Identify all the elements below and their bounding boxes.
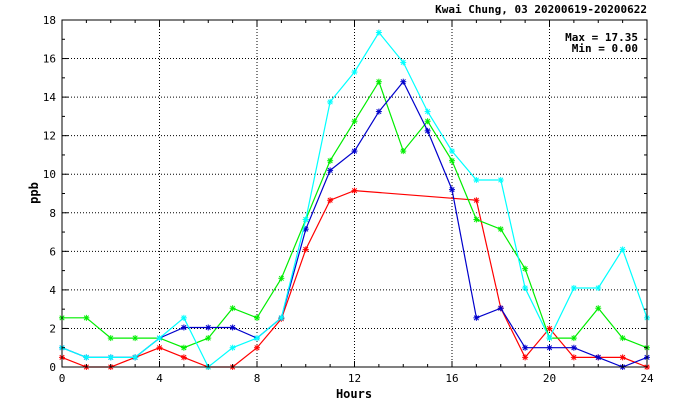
y-tick-label: 2 bbox=[49, 322, 56, 335]
data-point bbox=[83, 314, 90, 321]
data-point bbox=[570, 344, 577, 351]
series-3 bbox=[59, 29, 650, 370]
y-tick-label: 4 bbox=[49, 284, 56, 297]
series-1 bbox=[59, 78, 650, 351]
data-point bbox=[327, 197, 334, 204]
data-point bbox=[449, 148, 455, 155]
data-point bbox=[375, 78, 382, 85]
chart-title: Kwai Chung, 03 20200619-20200622 bbox=[435, 3, 647, 16]
data-point bbox=[254, 335, 260, 342]
data-point bbox=[254, 344, 260, 351]
x-axis-title: Hours bbox=[336, 387, 372, 401]
data-point bbox=[156, 344, 163, 351]
data-point bbox=[497, 177, 504, 184]
data-point bbox=[254, 314, 260, 321]
data-point bbox=[351, 148, 358, 155]
data-point bbox=[473, 177, 480, 184]
data-point bbox=[497, 226, 504, 233]
data-point bbox=[522, 354, 529, 361]
data-point bbox=[473, 197, 480, 204]
data-point bbox=[473, 314, 480, 321]
data-point bbox=[132, 335, 139, 342]
y-tick-label: 0 bbox=[49, 361, 56, 374]
data-point bbox=[83, 354, 90, 361]
data-point bbox=[619, 335, 626, 342]
data-point bbox=[351, 69, 358, 76]
data-point bbox=[302, 216, 309, 223]
x-tick-label: 0 bbox=[59, 372, 66, 385]
data-point bbox=[449, 157, 455, 164]
data-point bbox=[570, 284, 577, 291]
y-tick-label: 8 bbox=[49, 207, 56, 220]
y-tick-label: 18 bbox=[43, 14, 56, 27]
data-point bbox=[546, 335, 553, 342]
data-point bbox=[570, 354, 577, 361]
data-point bbox=[424, 108, 431, 115]
data-point bbox=[473, 216, 480, 223]
data-point bbox=[302, 246, 309, 253]
x-tick-label: 16 bbox=[445, 372, 458, 385]
data-point bbox=[278, 314, 285, 321]
data-point bbox=[522, 344, 529, 351]
data-point bbox=[327, 157, 334, 164]
data-point bbox=[107, 354, 114, 361]
data-point bbox=[180, 314, 187, 321]
max-annotation: Max = 17.35 bbox=[565, 31, 638, 44]
series-layer bbox=[59, 29, 650, 370]
data-point bbox=[400, 148, 407, 155]
data-point bbox=[400, 59, 407, 66]
data-point bbox=[156, 335, 163, 342]
data-point bbox=[595, 305, 602, 312]
series-line bbox=[61, 31, 648, 368]
data-point bbox=[107, 335, 114, 342]
data-point bbox=[570, 335, 577, 342]
data-point bbox=[205, 335, 212, 342]
data-point bbox=[132, 354, 139, 361]
data-point bbox=[351, 187, 358, 194]
y-tick-label: 14 bbox=[43, 91, 57, 104]
x-tick-label: 24 bbox=[640, 372, 654, 385]
x-tick-label: 4 bbox=[156, 372, 163, 385]
x-tick-label: 12 bbox=[348, 372, 361, 385]
data-point bbox=[180, 324, 187, 331]
y-tick-label: 12 bbox=[43, 130, 56, 143]
data-point bbox=[546, 325, 553, 332]
y-tick-label: 16 bbox=[43, 53, 56, 66]
data-point bbox=[229, 344, 236, 351]
data-point bbox=[546, 344, 553, 351]
data-point bbox=[278, 275, 285, 282]
data-point bbox=[619, 246, 626, 253]
x-tick-label: 20 bbox=[543, 372, 556, 385]
x-tick-label: 8 bbox=[254, 372, 261, 385]
data-point bbox=[424, 118, 431, 125]
data-point bbox=[375, 108, 382, 115]
data-point bbox=[375, 29, 382, 36]
data-point bbox=[522, 284, 529, 291]
data-point bbox=[400, 78, 407, 85]
data-point bbox=[522, 265, 529, 272]
data-point bbox=[180, 354, 187, 361]
data-point bbox=[327, 167, 334, 174]
data-point bbox=[449, 186, 455, 193]
y-tick-label: 10 bbox=[43, 168, 56, 181]
data-point bbox=[327, 98, 334, 105]
data-point bbox=[180, 344, 187, 351]
data-point bbox=[205, 324, 212, 331]
data-point bbox=[595, 354, 602, 361]
data-point bbox=[229, 305, 236, 312]
data-point bbox=[351, 118, 358, 125]
y-tick-label: 6 bbox=[49, 245, 56, 258]
y-axis-title: ppb bbox=[27, 182, 41, 204]
data-point bbox=[497, 305, 504, 312]
data-point bbox=[595, 284, 602, 291]
min-annotation: Min = 0.00 bbox=[572, 42, 638, 55]
data-point bbox=[424, 127, 431, 134]
data-point bbox=[619, 354, 626, 361]
grid-layer bbox=[62, 20, 647, 367]
data-point bbox=[229, 324, 236, 331]
